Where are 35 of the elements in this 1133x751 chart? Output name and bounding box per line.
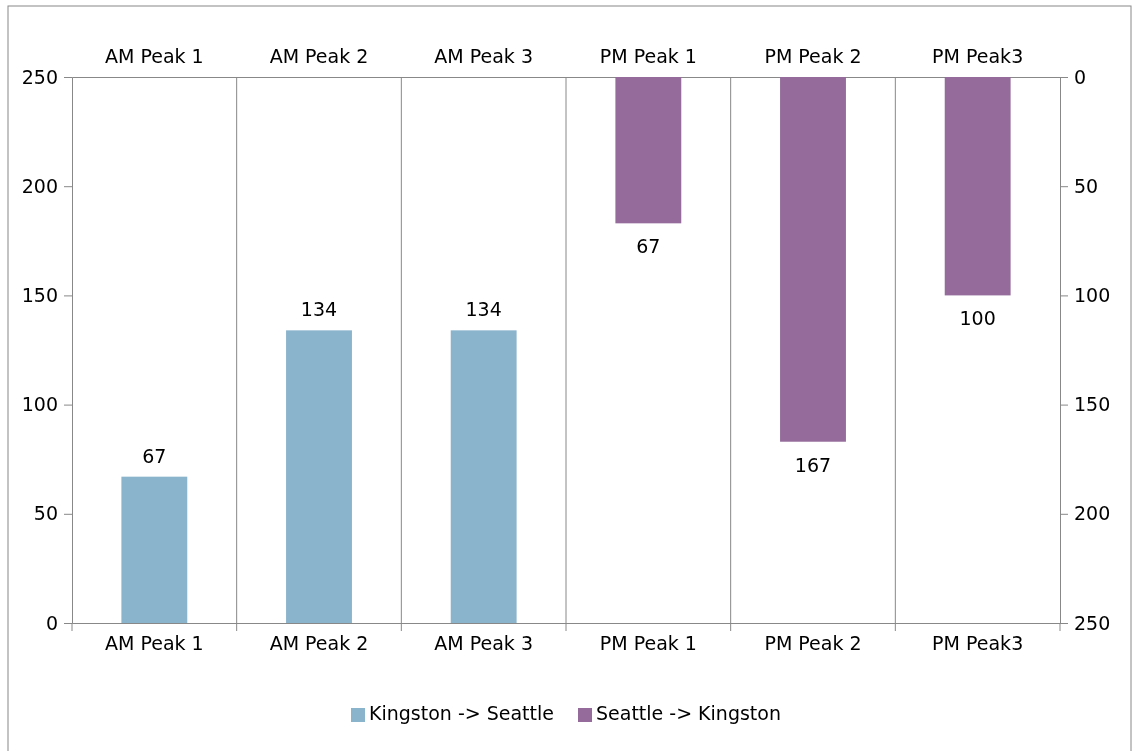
x-tick-label: AM Peak 1 <box>104 632 204 655</box>
bar <box>780 77 846 442</box>
bar <box>944 77 1011 296</box>
x-tick-label: AM Peak 2 <box>269 632 369 655</box>
category-label: PM Peak 1 <box>599 45 697 67</box>
category-label: AM Peak 2 <box>269 45 369 67</box>
data-label: 134 <box>300 298 338 321</box>
category-label: PM Peak3 <box>932 45 1024 67</box>
category-label: AM Peak 3 <box>434 45 534 67</box>
y-tick-label: 0 <box>45 611 58 634</box>
y-tick-label: 100 <box>21 393 58 416</box>
data-label: 134 <box>465 298 502 321</box>
y2-tick-label: 0 <box>1074 65 1087 88</box>
x-tick-label: PM Peak 1 <box>599 632 697 655</box>
category-label: PM Peak 2 <box>764 45 862 67</box>
x-tick-label: PM Peak 2 <box>764 632 862 655</box>
x-tick-label: PM Peak3 <box>932 632 1024 655</box>
y2-tick-label: 200 <box>1074 502 1111 525</box>
x-tick-label: AM Peak 3 <box>434 632 534 655</box>
y-tick-label: 50 <box>33 502 58 525</box>
y2-tick-label: 150 <box>1074 393 1111 416</box>
y-tick-label: 250 <box>21 65 58 88</box>
bar <box>615 77 682 224</box>
data-label: 100 <box>959 307 996 330</box>
data-label: 67 <box>142 444 167 467</box>
legend-label: Seattle -> Kingston <box>596 702 781 724</box>
y2-tick-label: 250 <box>1074 611 1111 634</box>
y-tick-label: 200 <box>21 174 58 197</box>
y2-tick-label: 50 <box>1074 174 1099 197</box>
data-label: 167 <box>794 453 832 476</box>
data-label: 67 <box>636 235 661 258</box>
category-label: AM Peak 1 <box>104 45 204 67</box>
legend-label: Kingston -> Seattle <box>369 702 554 724</box>
y2-tick-label: 100 <box>1074 283 1111 306</box>
y-tick-label: 150 <box>21 283 58 306</box>
